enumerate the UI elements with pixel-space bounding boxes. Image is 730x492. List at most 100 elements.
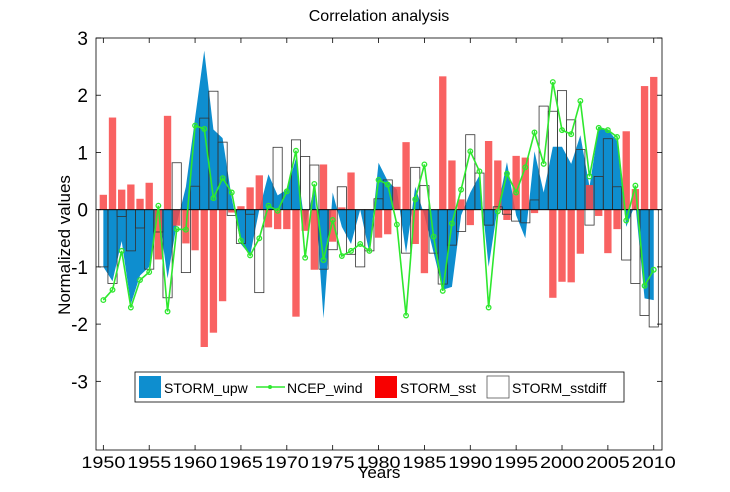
ncep-wind-marker: [201, 126, 208, 132]
storm-sst-bar: [613, 209, 621, 230]
storm-sst-bar: [576, 209, 585, 254]
y-tick-label: 1: [77, 143, 88, 164]
ncep-wind-marker: [256, 235, 263, 242]
x-tick-label: 1985: [402, 453, 446, 472]
ncep-wind-marker: [595, 124, 602, 131]
storm-sst-bar: [494, 160, 502, 210]
ncep-wind-marker: [192, 122, 199, 129]
ncep-wind-marker: [421, 161, 428, 168]
storm-sst-bar: [402, 142, 410, 210]
ncep-wind-marker: [320, 257, 327, 263]
x-tick-label: 1960: [173, 453, 217, 472]
storm-sst-bar: [604, 209, 612, 254]
ncep-wind-marker: [375, 176, 382, 183]
ncep-wind-marker: [412, 196, 419, 203]
y-tick-label: 0: [77, 201, 88, 222]
ncep-wind-marker: [173, 226, 180, 233]
storm-sst-bar: [631, 189, 640, 210]
storm-sst-bar: [292, 209, 300, 317]
y-tick-label: 2: [77, 86, 88, 107]
storm-sst-bar: [154, 209, 163, 260]
ncep-wind-marker: [247, 252, 254, 259]
storm-sstdiff-bar: [171, 162, 182, 211]
storm-sst-bar: [329, 209, 337, 242]
storm-sst-bar: [374, 209, 383, 238]
ncep-wind-marker: [540, 160, 547, 167]
storm-sst-bar: [237, 206, 245, 210]
storm-sstdiff-bar: [584, 209, 595, 226]
storm-sst-bar: [209, 209, 218, 333]
ncep-wind-marker: [366, 247, 373, 254]
storm-sst-bar: [200, 209, 208, 347]
ncep-wind-marker: [522, 164, 529, 171]
storm-sst-bar: [595, 209, 603, 216]
storm-sst-bar: [521, 157, 529, 210]
ncep-wind-marker: [210, 195, 217, 202]
storm-sst-bar: [439, 76, 447, 210]
ncep-wind-marker: [302, 254, 309, 261]
ncep-wind-marker: [504, 170, 510, 177]
legend-swatch-storm-sst: [375, 376, 397, 398]
legend-label-storm-upw: STORM_upw: [164, 380, 249, 396]
storm-sst-bar: [145, 182, 153, 210]
ncep-wind-marker: [155, 202, 162, 209]
ncep-wind-marker: [586, 173, 593, 180]
storm-sst-bar: [512, 155, 520, 210]
storm-sst-bar: [246, 187, 254, 210]
x-tick-label: 1975: [311, 453, 355, 472]
ncep-wind-marker: [357, 241, 364, 247]
ncep-wind-marker: [127, 304, 134, 311]
storm-sst-bar: [108, 117, 117, 210]
storm-sst-bar: [319, 164, 328, 210]
chart-title: Correlation analysis: [309, 8, 450, 25]
storm-sst-bar: [347, 172, 355, 210]
legend-marker-ncep-wind: [268, 385, 272, 389]
x-tick-label: 1980: [357, 453, 401, 472]
storm-sstdiff-bar: [300, 156, 311, 211]
ncep-wind-marker: [338, 253, 345, 259]
ncep-wind-marker: [632, 182, 639, 189]
storm-sst-bar: [118, 189, 126, 210]
ncep-wind-marker: [604, 127, 611, 134]
storm-sst-bar: [99, 194, 108, 210]
ncep-wind-marker: [100, 297, 107, 304]
legend-label-ncep-wind: NCEP_wind: [287, 380, 362, 396]
y-axis-label: Normalized values: [55, 175, 74, 315]
ncep-wind-marker: [329, 217, 336, 223]
ncep-wind-marker: [458, 186, 465, 193]
storm-sst-bar: [420, 209, 429, 274]
ncep-wind-marker: [293, 147, 299, 154]
ncep-wind-marker: [384, 181, 391, 188]
ncep-wind-marker: [219, 175, 226, 182]
legend-swatch-storm-sstdiff: [486, 375, 510, 399]
ncep-wind-marker: [403, 312, 410, 319]
storm-sst-bar: [549, 209, 557, 298]
ncep-wind-marker: [577, 97, 584, 104]
ncep-wind-marker: [568, 131, 575, 138]
storm-sst-bar: [264, 209, 273, 228]
storm-sst-bar: [384, 209, 392, 235]
ncep-wind-marker: [549, 79, 556, 86]
ncep-wind-marker: [228, 189, 235, 196]
storm-sst-bar: [484, 141, 493, 210]
ncep-wind-marker: [439, 287, 446, 294]
storm-sst-bar: [650, 76, 658, 210]
ncep-wind-marker: [623, 217, 630, 224]
storm-sst-bar: [310, 209, 318, 270]
ncep-wind-marker: [118, 247, 125, 254]
ncep-wind-marker: [430, 233, 437, 240]
x-tick-label: 1950: [81, 453, 125, 472]
ncep-wind-marker: [146, 269, 153, 275]
ncep-wind-marker: [164, 308, 171, 315]
ncep-wind-marker: [494, 208, 501, 215]
x-tick-label: 1995: [494, 453, 538, 472]
legend-label-storm-sst: STORM_sst: [400, 380, 476, 396]
storm-sst-bar: [273, 209, 282, 230]
storm-sst-bar: [255, 175, 263, 210]
storm-sstdiff-bar: [336, 186, 347, 211]
ncep-wind-marker: [283, 188, 290, 195]
legend: STORM_upw NCEP_wind STORM_sst STORM_sstd…: [134, 371, 625, 403]
axes-frame: [95, 37, 663, 451]
storm-sst-bar: [448, 160, 456, 210]
storm-sst-bar: [530, 209, 539, 214]
